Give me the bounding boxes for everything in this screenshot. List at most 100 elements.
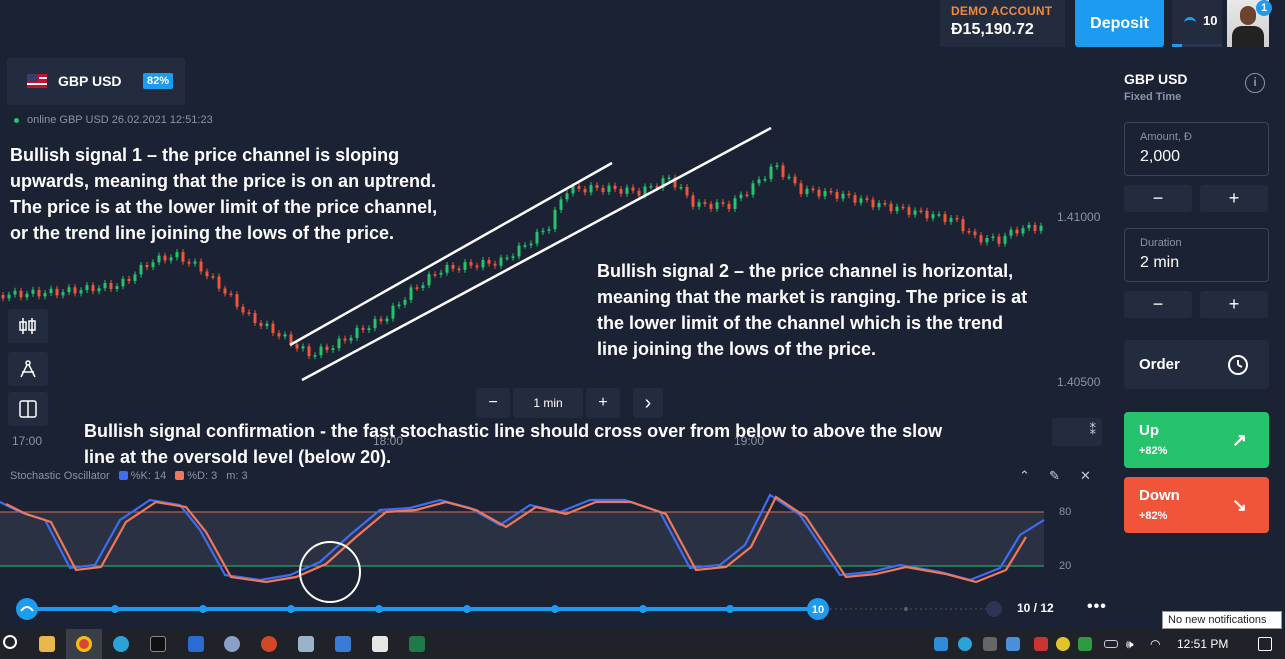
tray-cloud-icon[interactable]: [934, 637, 948, 651]
timeframe-value[interactable]: 1 min: [513, 388, 583, 418]
annotation-line: or the trend line joining the lows of th…: [10, 223, 395, 243]
word-icon[interactable]: [188, 636, 204, 652]
candle-body: [643, 186, 647, 196]
tray-telegram-icon[interactable]: [958, 637, 972, 651]
candle-body: [127, 278, 131, 281]
duration-field[interactable]: Duration 2 min: [1124, 228, 1269, 282]
stochastic-m-label: m: 3: [226, 470, 248, 482]
order-button[interactable]: Order: [1124, 340, 1269, 389]
stochastic-d-line: [5, 495, 1027, 584]
system-clock[interactable]: 12:51 PM: [1177, 637, 1229, 651]
close-indicator-icon[interactable]: ✕: [1080, 468, 1091, 483]
up-label: Up: [1139, 422, 1159, 439]
avatar[interactable]: [1227, 0, 1269, 47]
level-indicator[interactable]: 10: [1172, 0, 1222, 47]
candle-body: [925, 210, 929, 219]
candle-body: [907, 207, 911, 215]
candle-body: [361, 327, 365, 331]
candle-body: [913, 210, 917, 215]
up-button[interactable]: Up +82% ↗: [1124, 412, 1269, 468]
candle-body: [1009, 229, 1013, 236]
candle-body: [727, 203, 731, 209]
candle-body: [85, 285, 89, 291]
amount-value[interactable]: 2,000: [1140, 148, 1181, 165]
drawing-tools-button[interactable]: [8, 352, 48, 386]
telegram-icon[interactable]: [113, 636, 129, 652]
candle-body: [865, 198, 869, 200]
powerpoint-icon[interactable]: [261, 636, 277, 652]
wifi-icon[interactable]: ◠: [1150, 637, 1161, 651]
tray-app2-icon[interactable]: [1056, 637, 1070, 651]
candle-body: [547, 229, 551, 231]
annotation-line: line at the oversold level (below 20).: [84, 447, 392, 467]
candle-body: [193, 261, 197, 264]
duration-decrease-button[interactable]: −: [1124, 291, 1192, 318]
notepad-icon[interactable]: [372, 636, 388, 652]
app-icon[interactable]: [150, 636, 166, 652]
info-icon[interactable]: i: [1245, 73, 1265, 93]
amount-field[interactable]: Amount, Đ 2,000: [1124, 122, 1269, 176]
asset-status-text: online GBP USD 26.02.2021 12:51:23: [27, 114, 213, 126]
axis-scale-icon[interactable]: ⁑: [1052, 418, 1102, 446]
amount-decrease-button[interactable]: −: [1124, 185, 1192, 212]
candle-body: [49, 288, 53, 294]
candle-body: [577, 186, 581, 190]
tray-app-icon[interactable]: [1006, 637, 1020, 651]
notifications-icon[interactable]: [1258, 637, 1272, 651]
candle-body: [949, 217, 953, 222]
candle-body: [517, 245, 521, 257]
chrome-icon[interactable]: [76, 636, 92, 652]
start-search-icon[interactable]: [3, 635, 17, 649]
tray-printer-icon[interactable]: [983, 637, 997, 651]
channel-lower-line: [301, 126, 772, 382]
tray-antivirus-icon[interactable]: [1034, 637, 1048, 651]
timeline-current-label: 10: [812, 604, 824, 616]
candle-body: [313, 355, 317, 357]
cloud-app-icon[interactable]: [298, 636, 314, 652]
price-chart[interactable]: 10: [0, 0, 1120, 630]
stochastic-legend: Stochastic Oscillator %K: 14 %D: 3 m: 3: [10, 470, 248, 482]
excel-icon[interactable]: [409, 636, 425, 652]
down-button[interactable]: Down +82% ↘: [1124, 477, 1269, 533]
deposit-button[interactable]: Deposit: [1075, 0, 1164, 47]
candle-body: [379, 318, 383, 322]
file-explorer-icon[interactable]: [39, 636, 55, 652]
candle-body: [169, 257, 173, 261]
battery-icon[interactable]: [1104, 640, 1118, 648]
amount-increase-button[interactable]: +: [1200, 185, 1268, 212]
level-progress-bar: [1172, 44, 1222, 47]
candle-body: [973, 231, 977, 236]
timeline-dot: [726, 605, 734, 613]
account-balance-box[interactable]: DEMO ACCOUNT Đ15,190.72: [940, 0, 1065, 47]
tray-shield-icon[interactable]: [1078, 637, 1092, 651]
edit-indicator-icon[interactable]: ✎: [1049, 468, 1060, 483]
chart-scroll-right-button[interactable]: ›: [633, 388, 663, 418]
down-label: Down: [1139, 487, 1180, 504]
paint-icon[interactable]: [224, 636, 240, 652]
candle-body: [79, 290, 83, 294]
candle-body: [451, 265, 455, 269]
account-mode-label: DEMO ACCOUNT: [951, 4, 1053, 18]
split-view-button[interactable]: [8, 392, 48, 426]
candle-body: [391, 305, 395, 319]
candlestick-icon: [19, 318, 36, 334]
asset-selector[interactable]: GBP USD 82%: [7, 58, 185, 105]
candle-body: [667, 177, 671, 180]
volume-icon[interactable]: 🕪: [1126, 637, 1134, 651]
more-options-icon[interactable]: •••: [1087, 598, 1107, 615]
candle-body: [955, 217, 959, 220]
timeframe-decrease-button[interactable]: −: [476, 388, 510, 418]
k-line-swatch: [118, 471, 128, 480]
candle-body: [319, 346, 323, 356]
d-line-swatch: [175, 471, 185, 480]
candle-body: [967, 231, 971, 233]
duration-increase-button[interactable]: +: [1200, 291, 1268, 318]
candle-body: [133, 274, 137, 281]
photos-icon[interactable]: [335, 636, 351, 652]
candle-body: [859, 198, 863, 203]
duration-value[interactable]: 2 min: [1140, 254, 1180, 271]
price-tick: 1.40500: [1057, 375, 1101, 389]
timeframe-increase-button[interactable]: +: [586, 388, 620, 418]
chart-type-button[interactable]: [8, 309, 48, 343]
collapse-panel-icon[interactable]: ⌃: [1019, 468, 1030, 483]
